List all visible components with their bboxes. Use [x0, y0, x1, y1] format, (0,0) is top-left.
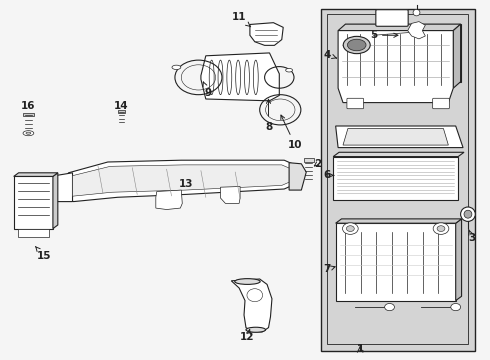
FancyBboxPatch shape: [23, 113, 34, 116]
Text: 13: 13: [179, 179, 194, 189]
FancyBboxPatch shape: [347, 98, 364, 109]
Polygon shape: [14, 173, 58, 176]
Polygon shape: [338, 31, 453, 103]
FancyBboxPatch shape: [376, 10, 408, 26]
Circle shape: [451, 303, 461, 311]
Ellipse shape: [235, 279, 260, 284]
Text: 1: 1: [357, 344, 364, 354]
Polygon shape: [73, 165, 290, 196]
Polygon shape: [58, 160, 296, 202]
Text: 6: 6: [324, 170, 334, 180]
Polygon shape: [47, 173, 73, 202]
Text: 11: 11: [232, 12, 251, 27]
Ellipse shape: [343, 36, 370, 54]
Ellipse shape: [464, 210, 472, 218]
Polygon shape: [231, 279, 272, 332]
Circle shape: [385, 303, 394, 311]
Text: 16: 16: [21, 101, 36, 111]
Polygon shape: [336, 219, 462, 223]
Text: 2: 2: [314, 159, 321, 169]
Polygon shape: [338, 24, 461, 31]
FancyBboxPatch shape: [304, 158, 314, 162]
Text: 10: 10: [281, 115, 302, 150]
Circle shape: [346, 226, 354, 231]
Polygon shape: [53, 173, 58, 229]
Text: 7: 7: [323, 264, 335, 274]
Text: 15: 15: [35, 247, 51, 261]
Text: 12: 12: [240, 329, 255, 342]
Circle shape: [433, 223, 449, 234]
FancyBboxPatch shape: [14, 176, 53, 229]
FancyBboxPatch shape: [321, 9, 475, 351]
Polygon shape: [408, 22, 425, 39]
Circle shape: [343, 223, 358, 234]
FancyBboxPatch shape: [333, 157, 458, 200]
Polygon shape: [345, 24, 461, 82]
Polygon shape: [333, 152, 464, 157]
Polygon shape: [220, 186, 240, 203]
Ellipse shape: [246, 327, 266, 332]
Ellipse shape: [461, 207, 475, 221]
FancyBboxPatch shape: [433, 98, 449, 109]
Polygon shape: [289, 163, 306, 190]
FancyBboxPatch shape: [118, 110, 125, 113]
Text: 9: 9: [203, 82, 211, 98]
Ellipse shape: [286, 68, 293, 72]
Polygon shape: [343, 129, 448, 145]
Text: 14: 14: [114, 101, 129, 111]
Text: 4: 4: [323, 50, 337, 60]
Text: 5: 5: [370, 30, 398, 40]
Text: 8: 8: [265, 99, 272, 132]
Ellipse shape: [347, 39, 366, 51]
FancyBboxPatch shape: [18, 229, 49, 237]
Polygon shape: [201, 53, 279, 101]
Text: 1: 1: [357, 344, 364, 354]
FancyBboxPatch shape: [336, 223, 456, 301]
Polygon shape: [336, 126, 463, 148]
Ellipse shape: [26, 132, 31, 134]
Polygon shape: [250, 23, 283, 45]
Text: 3: 3: [468, 230, 475, 243]
Ellipse shape: [413, 9, 420, 16]
Polygon shape: [156, 190, 182, 210]
Ellipse shape: [172, 65, 181, 69]
Polygon shape: [453, 24, 461, 88]
Ellipse shape: [23, 131, 34, 136]
Polygon shape: [456, 219, 462, 301]
Circle shape: [437, 226, 445, 231]
